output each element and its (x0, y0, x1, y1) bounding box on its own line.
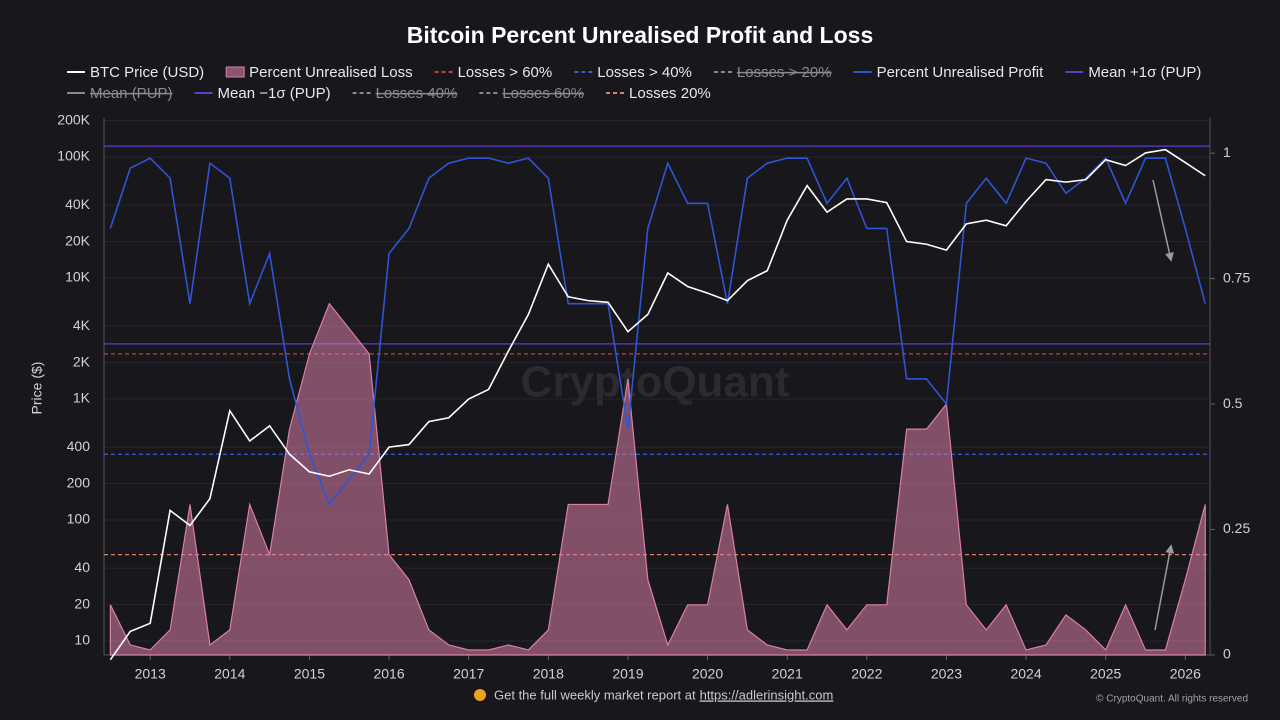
legend-item: Mean +1σ (PUP) (1065, 64, 1201, 81)
y-tick-label: 1K (73, 390, 91, 406)
legend-item: Mean −1σ (PUP) (194, 85, 331, 102)
x-tick-label: 2013 (135, 666, 166, 682)
footer-link[interactable]: https://adlerinsight.com (700, 687, 834, 702)
legend-item: Losses 40% (352, 85, 458, 102)
x-tick-label: 2018 (533, 666, 564, 682)
legend-label: Mean +1σ (PUP) (1088, 64, 1201, 81)
legend-label: BTC Price (USD) (90, 64, 204, 81)
plot-area: 10 20 40 100 200 400 1K 2K 4K 10K 20K 40K 100K 200K 0 0… (57, 111, 1250, 681)
legend-swatch (225, 66, 245, 78)
x-tick-label: 2017 (453, 666, 484, 682)
legend-label: Losses > 40% (597, 64, 692, 81)
legend-label: Losses > 20% (737, 64, 832, 81)
y2-tick-label: 1 (1223, 144, 1231, 160)
y-tick-label: 2K (73, 353, 91, 369)
legend-label: Mean (PUP) (90, 85, 173, 102)
legend-item: Losses > 40% (574, 64, 692, 81)
y2-tick-label: 0.5 (1223, 395, 1243, 411)
y-tick-label: 200 (67, 474, 91, 490)
legend: BTC Price (USD) Percent Unrealised Loss Lo… (67, 64, 1201, 102)
legend-item: Percent Unrealised Profit (853, 64, 1045, 81)
annotation-arrow (1154, 544, 1175, 631)
x-tick-label: 2024 (1010, 666, 1041, 682)
copyright: © CryptoQuant. All rights reserved (1096, 694, 1248, 705)
footer-icon (474, 689, 486, 701)
legend-item: BTC Price (USD) (67, 64, 204, 81)
y-tick-label: 400 (67, 438, 91, 454)
x-tick-label: 2016 (373, 666, 404, 682)
x-tick-label: 2025 (1090, 666, 1121, 682)
loss-area (109, 302, 1206, 656)
legend-item: Losses 20% (606, 85, 711, 102)
y2-tick-label: 0.75 (1223, 269, 1250, 285)
y-tick-label: 100 (67, 511, 91, 527)
y-tick-label: 10 (74, 632, 90, 648)
x-tick-label: 2021 (772, 666, 803, 682)
x-tick-label: 2020 (692, 666, 723, 682)
legend-item: Losses > 20% (713, 64, 832, 81)
y-tick-label: 20K (65, 232, 91, 248)
y-tick-label: 40K (65, 196, 91, 212)
legend-item: Percent Unrealised Loss (225, 64, 413, 81)
legend-label: Losses > 60% (458, 64, 553, 81)
annotation-arrow (1152, 179, 1174, 262)
legend-label: Percent Unrealised Profit (877, 64, 1045, 81)
x-tick-label: 2014 (214, 666, 245, 682)
legend-label: Mean −1σ (PUP) (218, 85, 331, 102)
footer-text: Get the full weekly market report at (494, 687, 696, 702)
y-tick-label: 40 (74, 559, 90, 575)
series-line (109, 148, 1206, 661)
legend-label: Losses 40% (376, 85, 458, 102)
legend-label: Percent Unrealised Loss (249, 64, 412, 81)
x-tick-label: 2015 (294, 666, 325, 682)
y-tick-label: 10K (65, 269, 91, 285)
legend-item: Mean (PUP) (67, 85, 173, 102)
legend-label: Losses 20% (629, 85, 711, 102)
series-line (109, 156, 1206, 507)
x-tick-label: 2023 (931, 666, 962, 682)
y-axis-title: Price ($) (29, 362, 45, 415)
y2-tick-label: 0.25 (1223, 520, 1250, 536)
legend-item: Losses > 60% (434, 64, 553, 81)
watermark: CryptoQuant (521, 358, 790, 407)
legend-item: Losses 60% (479, 85, 584, 102)
y-tick-label: 4K (73, 317, 91, 333)
y-tick-label: 100K (57, 148, 90, 164)
y-tick-label: 20 (74, 595, 90, 611)
x-tick-label: 2026 (1170, 666, 1201, 682)
x-tick-label: 2019 (612, 666, 643, 682)
chart-title: Bitcoin Percent Unrealised Profit and Lo… (407, 22, 874, 48)
legend-label: Losses 60% (502, 85, 584, 102)
x-tick-label: 2022 (851, 666, 882, 682)
y2-tick-label: 0 (1223, 646, 1231, 662)
y-tick-label: 200K (57, 111, 90, 127)
